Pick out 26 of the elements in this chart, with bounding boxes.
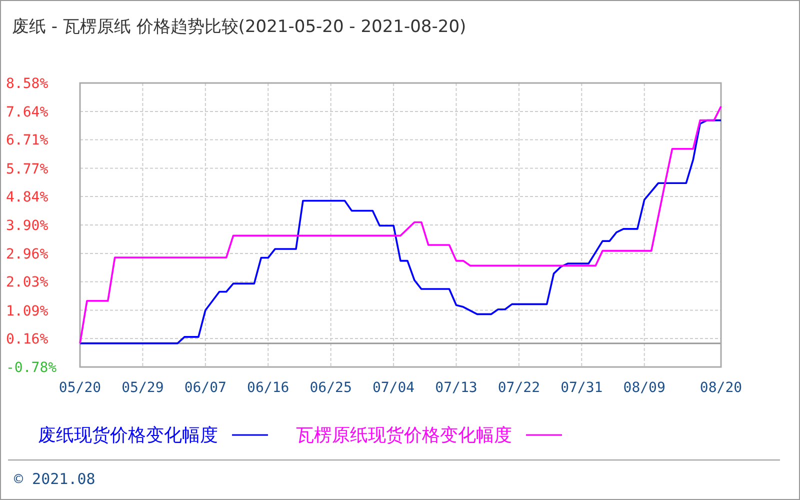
y-tick-label: 7.64% (6, 104, 49, 121)
y-tick-label: 2.96% (6, 246, 49, 263)
x-tick-label: 06/07 (184, 380, 226, 396)
y-tick-label: 0.16% (6, 331, 49, 348)
x-tick-label: 06/16 (247, 380, 290, 396)
y-tick-label: 5.77% (6, 161, 49, 178)
text: © 2021.08 (14, 470, 96, 488)
x-tick-label: 07/04 (372, 380, 415, 396)
y-tick-label: 6.71% (6, 132, 49, 149)
y-tick-label: 1.09% (6, 303, 49, 320)
y-tick-label: 4.84% (6, 189, 49, 206)
y-tick-label: -0.78% (6, 360, 58, 376)
y-tick-label: 3.90% (6, 218, 49, 234)
x-tick-label: 07/31 (560, 380, 603, 396)
y-tick-label: 2.03% (6, 274, 49, 291)
x-tick-label: 08/20 (700, 380, 742, 396)
x-tick-label: 06/25 (310, 380, 352, 396)
x-tick-label: 08/09 (623, 380, 666, 396)
x-tick-label: 07/22 (498, 380, 540, 396)
x-tick-label: 07/13 (435, 380, 478, 396)
y-tick-label: 8.58% (6, 76, 49, 92)
chart-title: 废纸 - 瓦楞原纸 价格趋势比较(2021-05-20 - 2021-08-20) (12, 17, 466, 37)
legend-label: 废纸现货价格变化幅度 (38, 425, 218, 446)
legend-label: 瓦楞原纸现货价格变化幅度 (296, 425, 512, 446)
x-tick-label: 05/29 (122, 380, 164, 396)
x-tick-label: 05/20 (58, 380, 102, 396)
